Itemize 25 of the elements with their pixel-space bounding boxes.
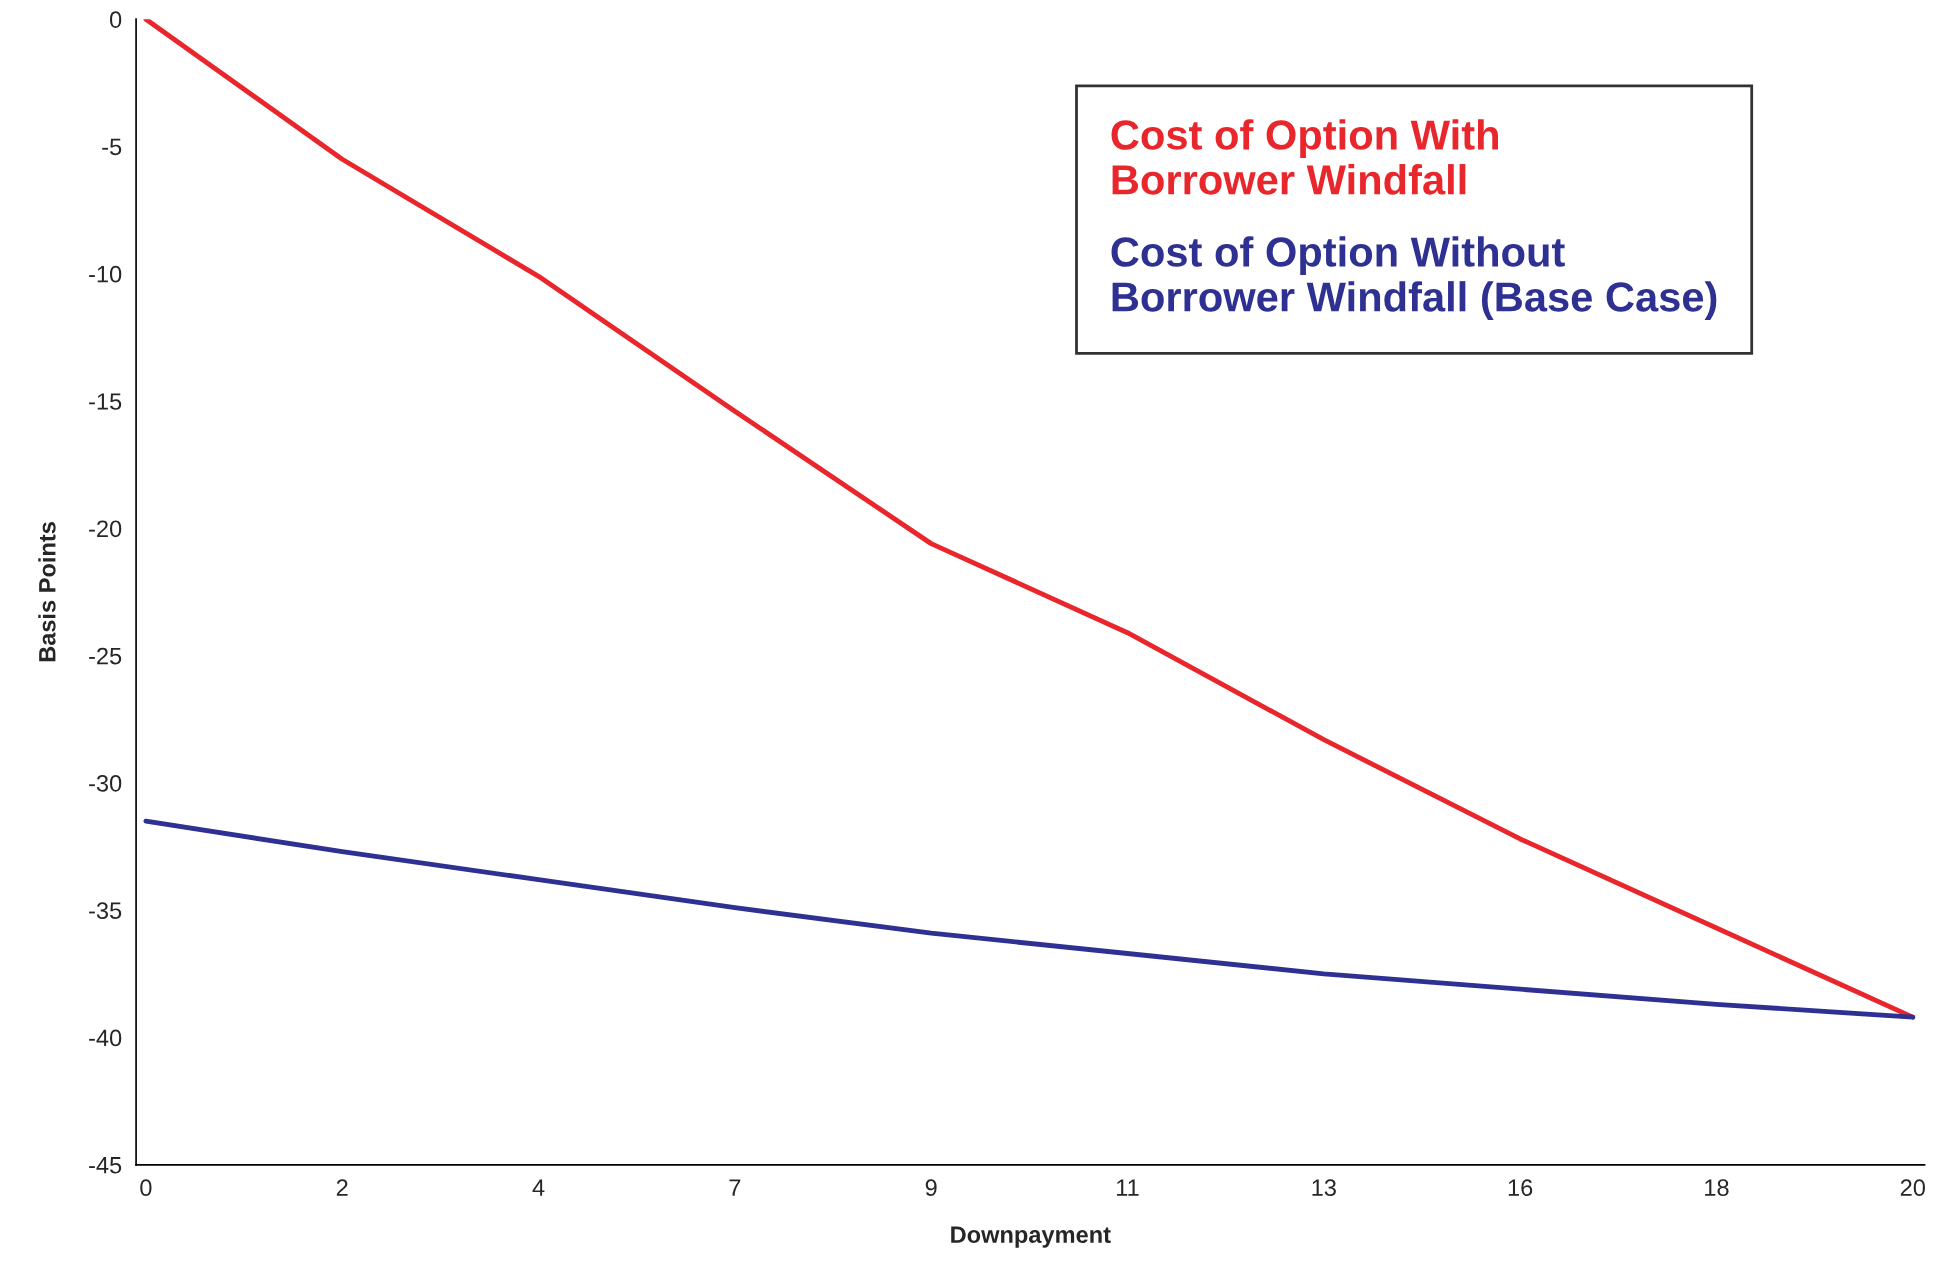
x-tick-label: 18 [1705,1179,1729,1197]
y-tick-label: -40 [89,1029,122,1047]
y-tick-label: -30 [89,775,122,792]
x-axis-title: Downpayment [951,1226,1111,1248]
x-tick-label: 7 [729,1179,741,1196]
x-tick-label: 11 [1117,1179,1139,1196]
x-tick-label: 0 [140,1179,152,1197]
y-axis-title: Basis Points [38,522,56,662]
x-tick-label: 20 [1900,1179,1925,1197]
x-tick-label: 13 [1312,1179,1336,1197]
y-tick-label: -45 [89,1157,122,1174]
x-tick-label: 2 [336,1179,348,1196]
x-tick-label: 16 [1508,1179,1533,1197]
text: Cost of Option Without Borrower Windfall (Base Case) [1111,236,1717,320]
y-tick-label: -5 [102,138,122,156]
y-tick-label: -15 [89,393,122,410]
text: Cost of Option With Borrower Windfall [1111,119,1498,195]
line-series [143,818,1916,1020]
y-tick-label: 0 [109,11,122,28]
y-tick-label: -20 [89,520,122,538]
y-tick-label: -10 [89,265,122,283]
x-tick-label: 9 [925,1179,937,1197]
x-tick-label: 4 [532,1179,545,1196]
y-tick-label: -35 [89,902,122,920]
y-tick-label: -25 [89,647,122,665]
